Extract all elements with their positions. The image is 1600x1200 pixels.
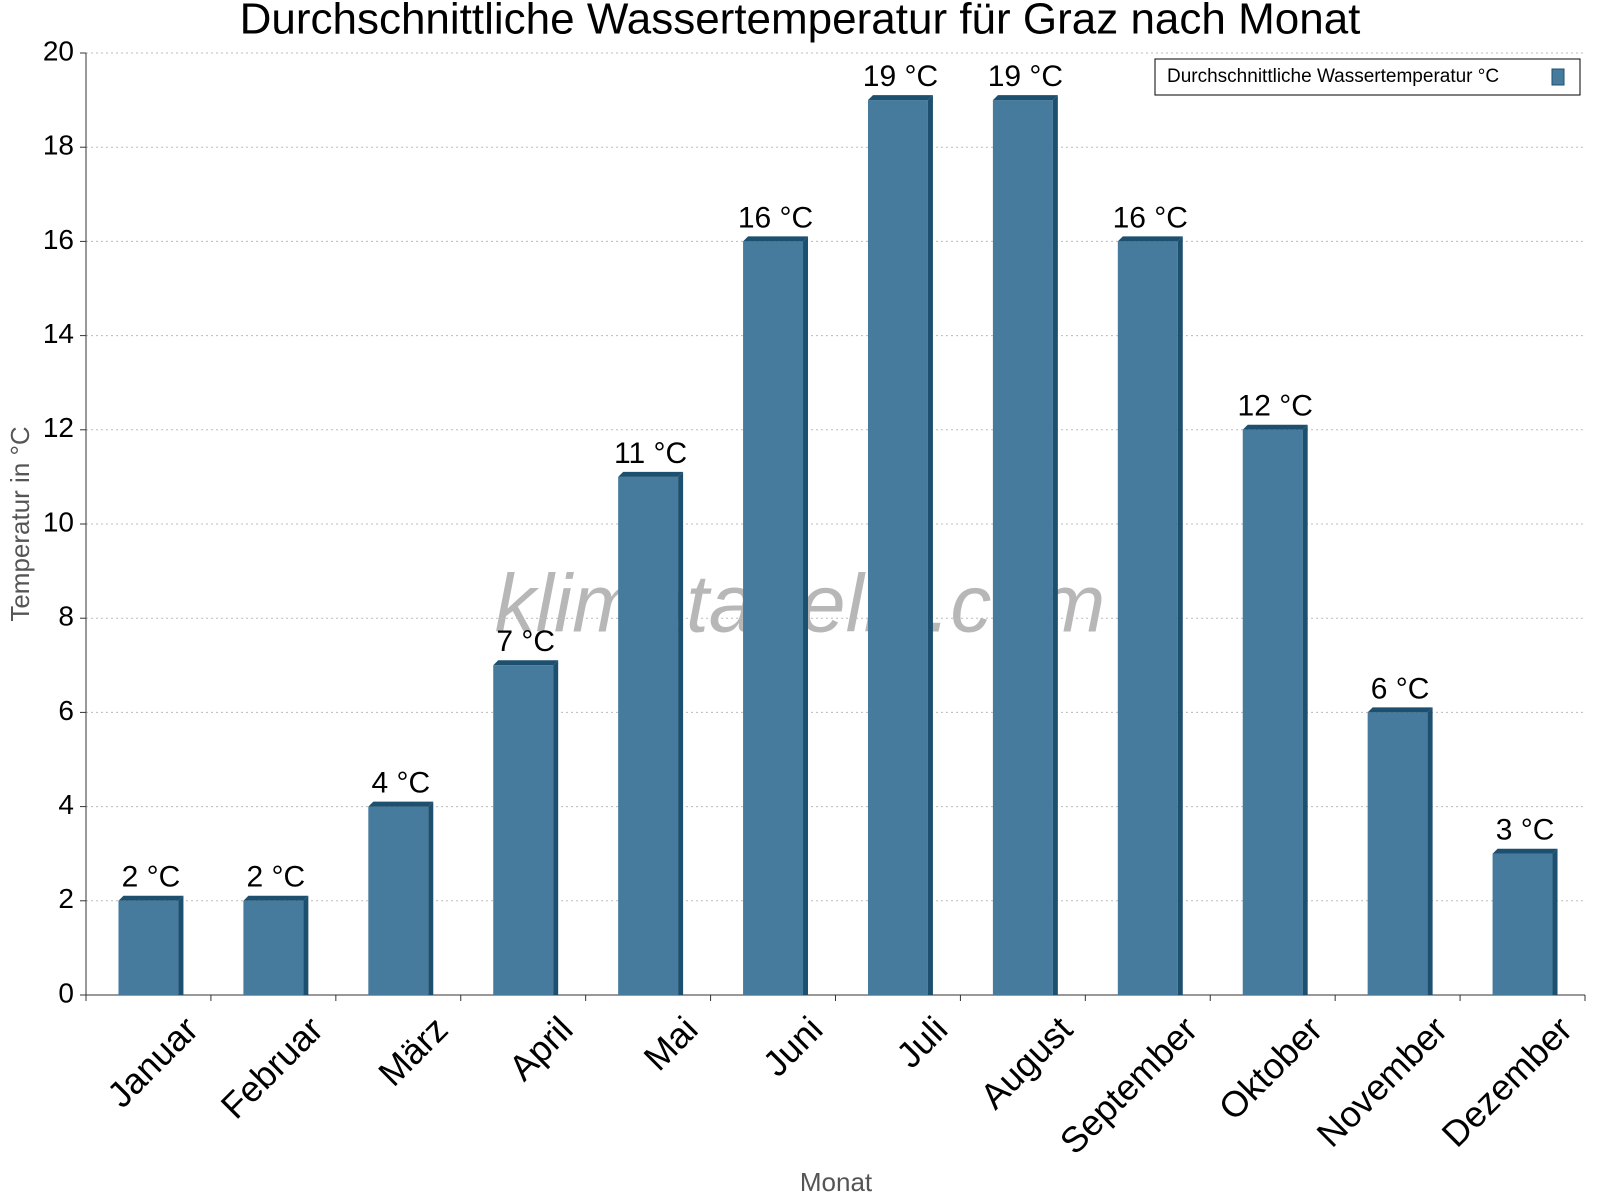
- x-tick-label: Mai: [635, 1008, 705, 1078]
- bar-side: [1552, 848, 1558, 995]
- value-label: 2 °C: [122, 861, 181, 894]
- legend: Durchschnittliche Wassertemperatur °C: [1154, 58, 1581, 96]
- y-tick-label: 12: [43, 412, 74, 443]
- bar-side: [428, 801, 434, 995]
- y-tick-label: 0: [58, 977, 74, 1008]
- bar: [368, 806, 429, 995]
- legend-label: Durchschnittliche Wassertemperatur °C: [1167, 66, 1499, 87]
- y-tick-label: 4: [58, 789, 74, 820]
- chart-title: Durchschnittliche Wassertemperatur für G…: [240, 0, 1361, 44]
- bar: [243, 900, 304, 995]
- value-label: 2 °C: [247, 861, 306, 894]
- bar: [1367, 712, 1428, 995]
- legend-box: [1154, 58, 1581, 96]
- x-tick-label: September: [1052, 1008, 1206, 1162]
- y-tick-label: 14: [43, 318, 74, 349]
- bar-top: [1117, 236, 1183, 242]
- x-tick-label: August: [972, 1008, 1080, 1116]
- value-label: 6 °C: [1371, 672, 1430, 705]
- value-label: 11 °C: [614, 437, 687, 470]
- value-label: 7 °C: [496, 625, 555, 658]
- bar: [118, 900, 179, 995]
- x-tick-label: Dezember: [1434, 1008, 1580, 1154]
- bar-top: [1242, 424, 1308, 430]
- bar-side: [1427, 707, 1433, 995]
- y-tick-label: 6: [58, 695, 74, 726]
- bar: [992, 100, 1053, 996]
- value-label: 12 °C: [1238, 390, 1313, 423]
- bar: [1117, 241, 1178, 995]
- y-tick-label: 20: [43, 35, 74, 66]
- bar-side: [178, 895, 184, 995]
- x-tick-label: März: [370, 1008, 456, 1094]
- x-tick-label: November: [1309, 1008, 1455, 1154]
- bar-top: [743, 236, 809, 242]
- y-axis-title: Temperatur in °C: [5, 426, 35, 621]
- bar-top: [368, 801, 434, 807]
- bar: [1242, 429, 1303, 995]
- bar-top: [1492, 848, 1558, 854]
- x-tick-label: Juli: [888, 1008, 955, 1075]
- x-tick-label: Februar: [213, 1008, 331, 1126]
- bar-side: [553, 660, 559, 995]
- bar-side: [1052, 95, 1058, 996]
- value-label: 19 °C: [988, 60, 1063, 93]
- x-tick-label: Juni: [755, 1008, 831, 1084]
- y-tick-label: 16: [43, 224, 74, 255]
- bar: [618, 476, 679, 995]
- y-tick-label: 8: [58, 601, 74, 632]
- bar-side: [678, 471, 684, 995]
- x-tick-label: Oktober: [1211, 1008, 1331, 1128]
- bar: [743, 241, 804, 995]
- bar-top: [493, 660, 559, 666]
- bar-top: [1367, 707, 1433, 713]
- legend-swatch: [1551, 68, 1565, 86]
- value-label: 4 °C: [371, 767, 430, 800]
- bar-top: [243, 895, 309, 901]
- bar: [1492, 853, 1553, 995]
- bar-side: [803, 236, 809, 995]
- value-label: 19 °C: [863, 60, 938, 93]
- y-tick-label: 10: [43, 506, 74, 537]
- bar-side: [1177, 236, 1183, 995]
- bar-top: [867, 95, 933, 101]
- x-tick-label: April: [501, 1008, 581, 1088]
- value-label: 16 °C: [1113, 201, 1188, 234]
- y-tick-label: 18: [43, 130, 74, 161]
- bar-top: [992, 95, 1058, 101]
- y-tick-label: 2: [58, 883, 74, 914]
- bar-side: [1302, 424, 1308, 995]
- bar-top: [118, 895, 184, 901]
- bar: [493, 665, 554, 995]
- bar-side: [927, 95, 933, 996]
- value-label: 3 °C: [1496, 814, 1555, 847]
- bar-top: [618, 471, 684, 477]
- x-axis-title: Monat: [800, 1167, 873, 1197]
- x-tick-label: Januar: [99, 1008, 206, 1115]
- bar: [867, 100, 928, 996]
- bar-side: [303, 895, 309, 995]
- value-label: 16 °C: [738, 201, 813, 234]
